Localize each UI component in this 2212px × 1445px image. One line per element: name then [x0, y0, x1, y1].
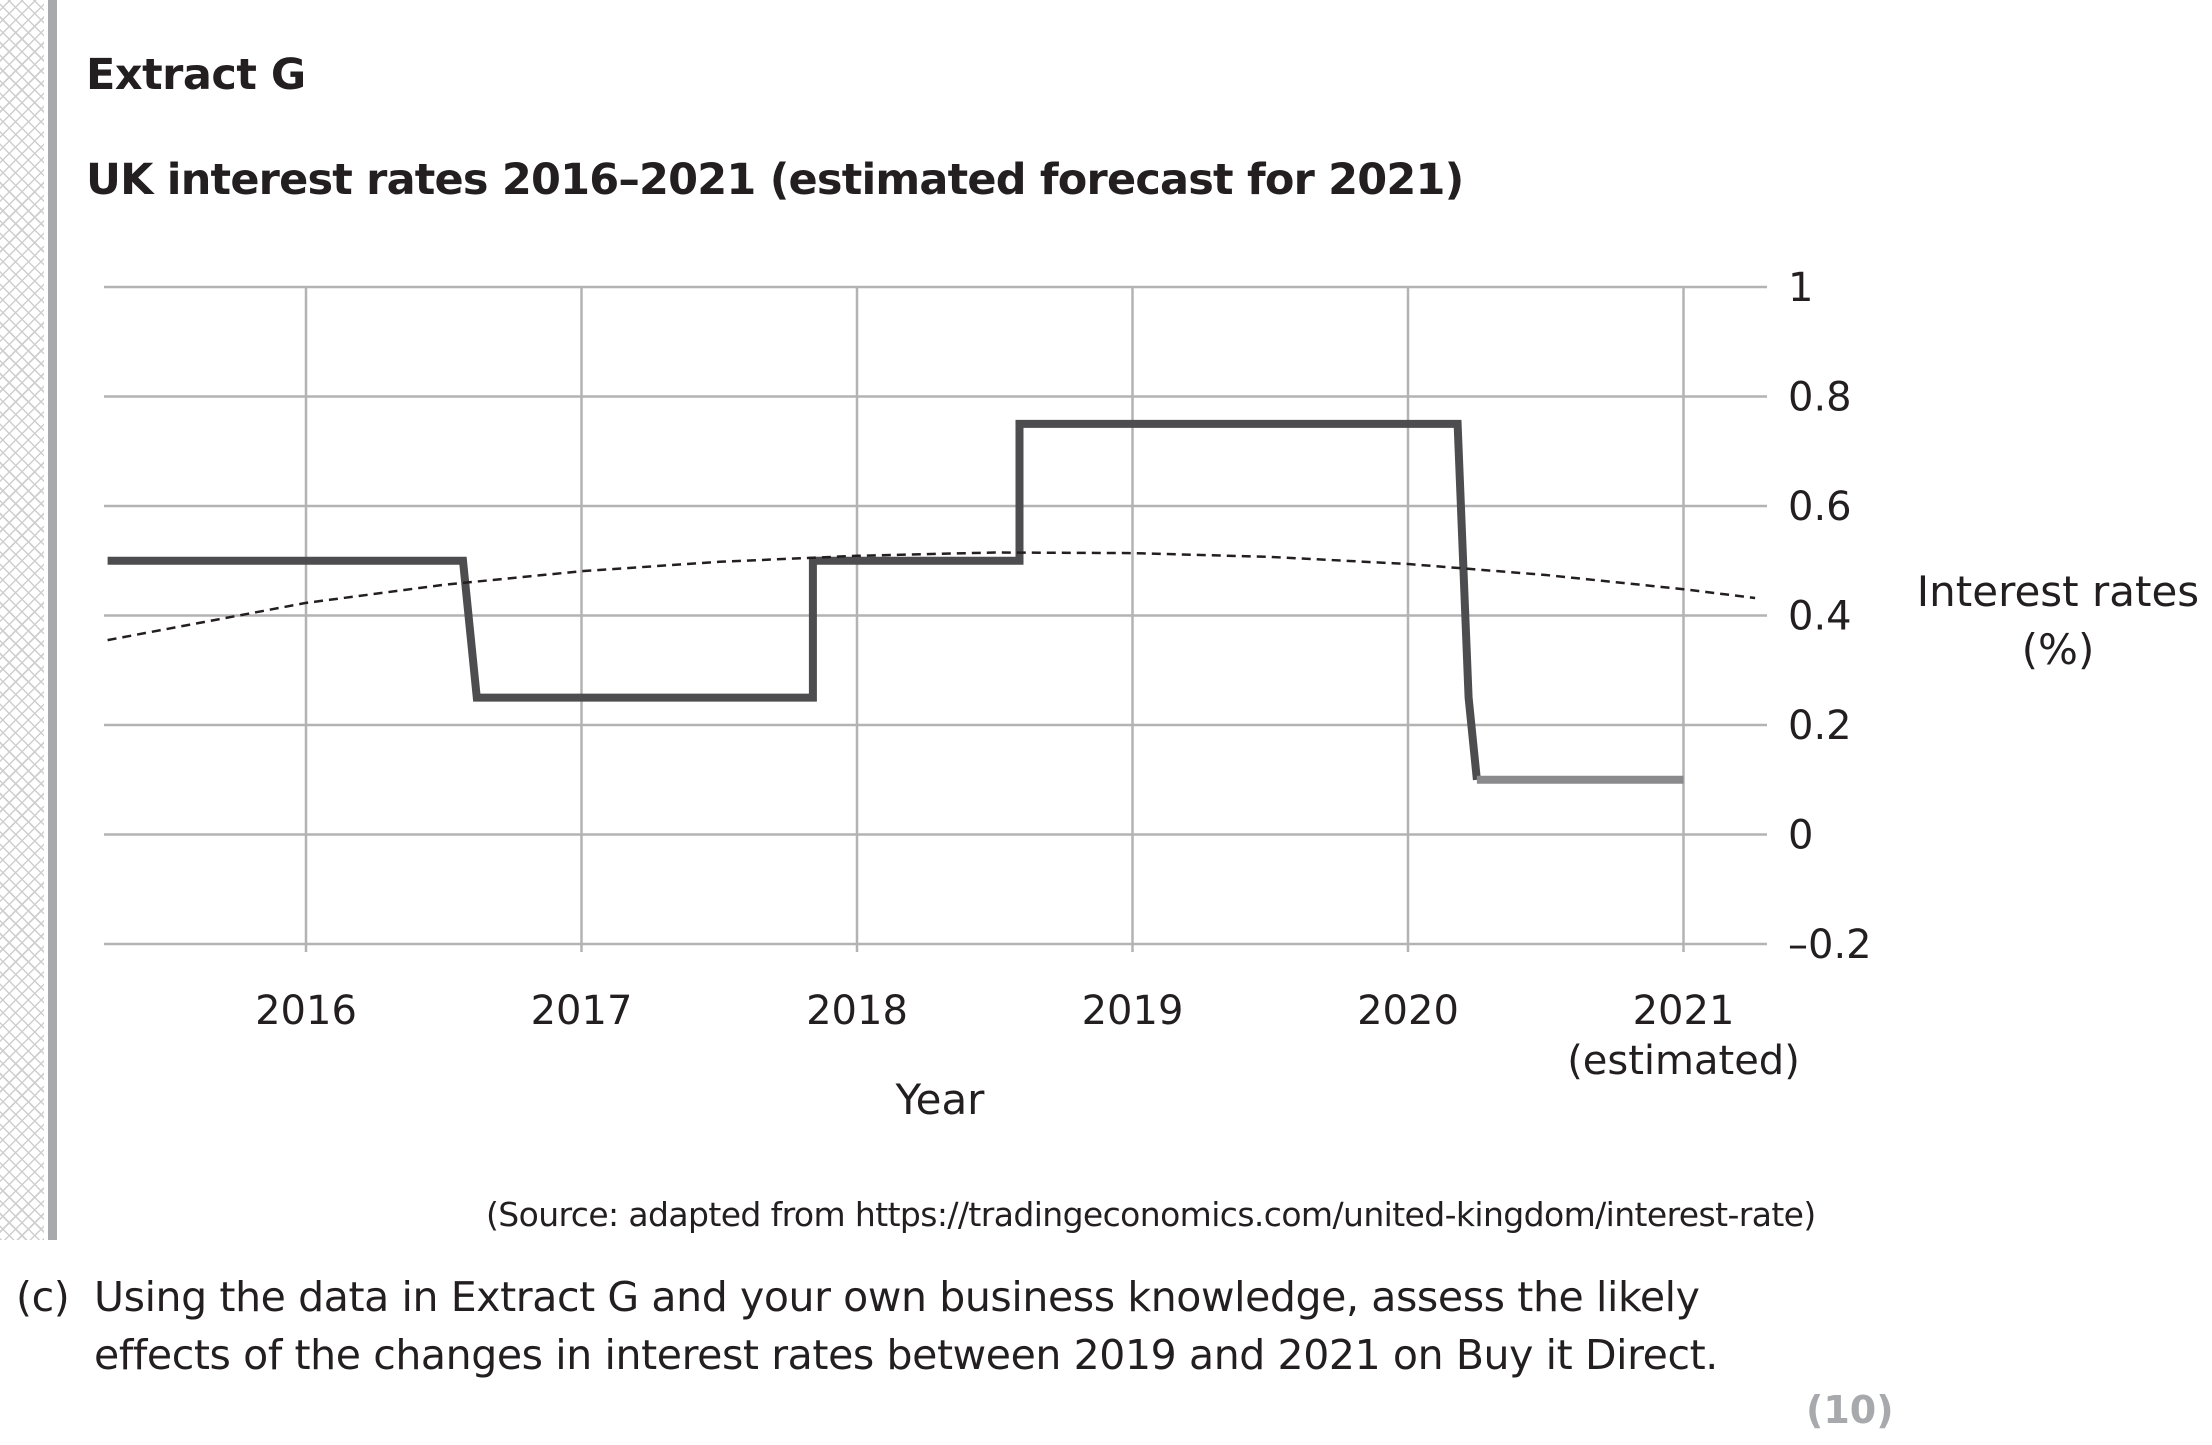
series-line-trend [107, 551, 1756, 642]
question-part-label: (c) [16, 1273, 70, 1321]
x-tick-label: 2017 [531, 988, 633, 1034]
x-tick-label: 2021 [1633, 988, 1735, 1034]
y-tick-label: 0.8 [1788, 375, 1852, 421]
y-tick-label: 0.4 [1788, 594, 1852, 640]
x-tick-sublabel: (estimated) [1567, 1038, 1800, 1084]
series-line-actual [107, 419, 1481, 781]
x-tick-label: 2020 [1357, 988, 1459, 1034]
question-line-1: Using the data in Extract G and your own… [94, 1273, 1700, 1321]
extract-label: Extract G [86, 50, 306, 100]
x-tick-label: 2019 [1082, 988, 1184, 1034]
y-tick-label: 0 [1788, 813, 1813, 859]
chart-series [107, 419, 1756, 784]
y-tick-label: 0.6 [1788, 484, 1852, 530]
source-note: (Source: adapted from https://tradingeco… [486, 1195, 1816, 1234]
y-tick-label: 0.2 [1788, 703, 1852, 749]
margin-rule [48, 0, 57, 1240]
y-tick-label: 1 [1788, 265, 1813, 311]
question-c: (c) Using the data in Extract G and your… [16, 1268, 1718, 1384]
chart-labels: 1 0.8 0.6 0.4 0.2 0 –0.2 2016 2017 2018 2019 2020 20… [255, 265, 2199, 1124]
x-tick-label: 2018 [806, 988, 908, 1034]
question-marks: (10) [1806, 1388, 1894, 1432]
y-tick-label: –0.2 [1788, 922, 1872, 968]
question-line-2: effects of the changes in interest rates… [94, 1331, 1718, 1379]
margin-hatch-strip [0, 0, 44, 1240]
chart-grid [104, 285, 1767, 952]
y-axis-title-line: (%) [2022, 625, 2095, 674]
x-tick-label: 2016 [255, 988, 357, 1034]
y-axis-title-line: Interest rates [1917, 567, 2199, 616]
chart-title: UK interest rates 2016–2021 (estimated f… [86, 155, 1464, 205]
x-axis-title: Year [895, 1075, 986, 1124]
